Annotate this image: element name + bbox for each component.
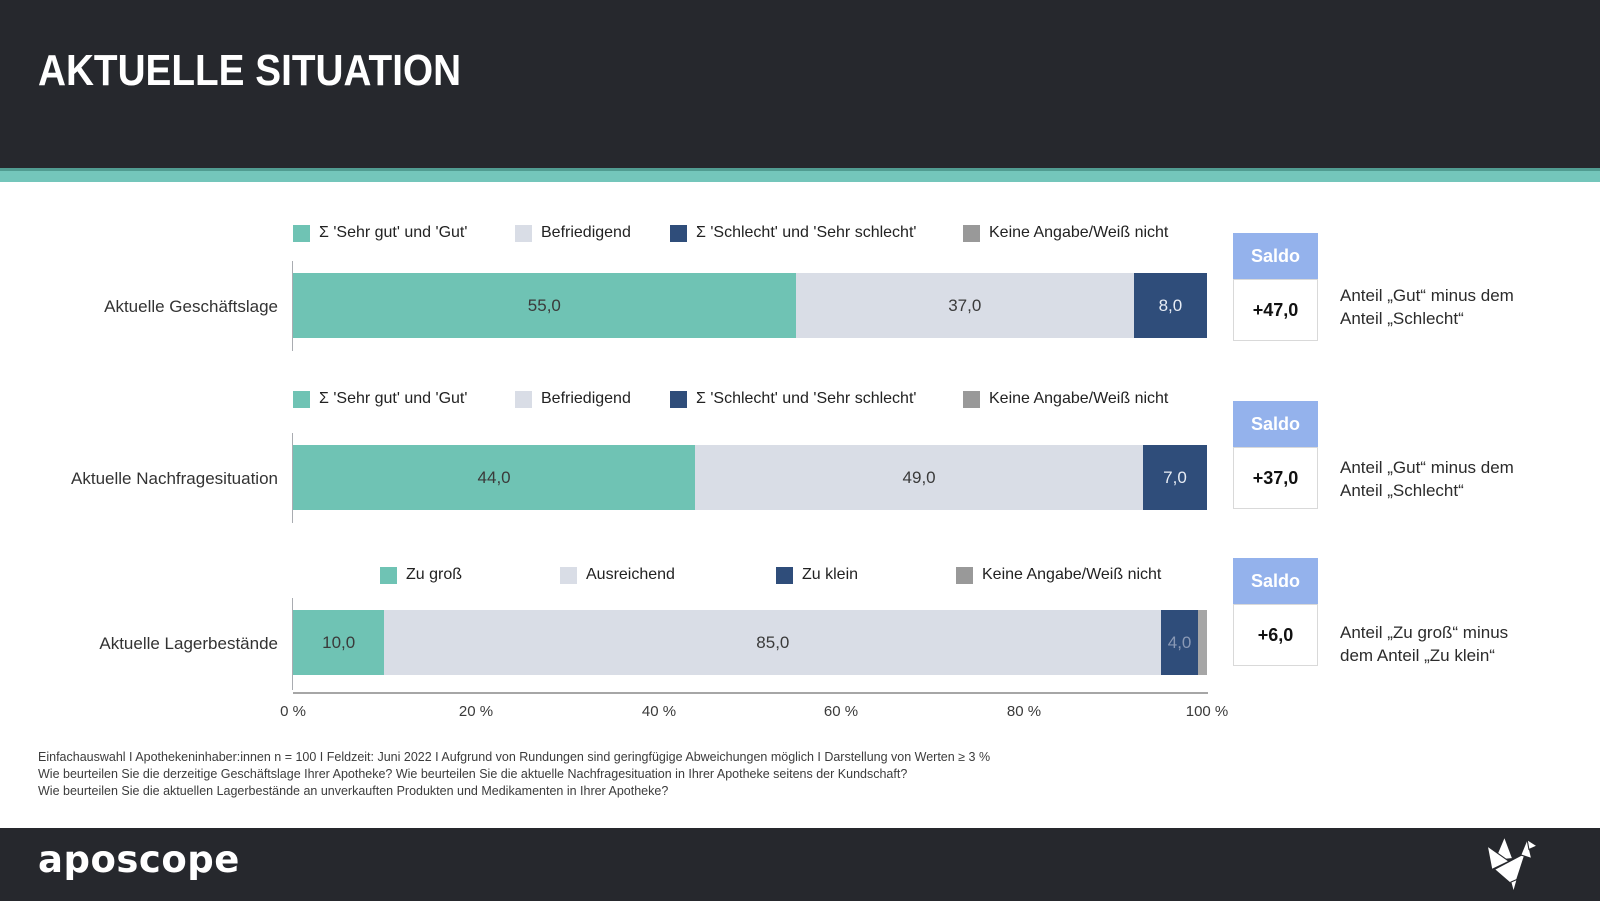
legend-item-schlecht: Σ 'Schlecht' und 'Sehr schlecht'	[670, 390, 916, 408]
legend-item-zu-gross: Zu groß	[380, 566, 462, 584]
saldo-note-line: Anteil „Schlecht“	[1340, 481, 1464, 501]
segment-value: 10,0	[322, 632, 356, 652]
x-axis-tick-20: 20 %	[458, 703, 494, 720]
footnote-question-2: Wie beurteilen Sie die aktuellen Lagerbe…	[38, 784, 669, 798]
bar-segment-no-answer	[1197, 610, 1207, 675]
x-axis-line	[293, 692, 1208, 694]
bar-segment-negative: 8,0	[1133, 273, 1207, 338]
row-label-lagerbestaende: Aktuelle Lagerbestände	[99, 634, 278, 653]
segment-value: 85,0	[756, 632, 790, 652]
stacked-bar-geschaeftslage: 55,0 37,0 8,0	[293, 273, 1207, 338]
footnotes: Einfachauswahl I Apothekeninhaber:innen …	[38, 749, 990, 800]
segment-value: 37,0	[948, 295, 982, 315]
bar-segment-positive: 55,0	[293, 273, 796, 338]
aposcope-logo: aposcope	[38, 838, 240, 881]
legend-item-sehr-gut: Σ 'Sehr gut' und 'Gut'	[293, 390, 467, 408]
saldo-note: Anteil „Gut“ minus dem Anteil „Schlecht“	[1340, 456, 1590, 503]
saldo-note-line: Anteil „Schlecht“	[1340, 309, 1464, 329]
legend-item-ausreichend: Ausreichend	[560, 566, 675, 584]
saldo-header: Saldo	[1233, 233, 1318, 279]
legend-label: Σ 'Sehr gut' und 'Gut'	[319, 390, 468, 407]
x-axis-tick-40: 40 %	[641, 703, 677, 720]
segment-value: 8,0	[1158, 295, 1183, 315]
legend-swatch-negative-icon	[670, 390, 687, 408]
bar-segment-neutral: 49,0	[695, 445, 1144, 510]
segment-value: 7,0	[1163, 467, 1187, 487]
legend-item-keine-angabe: Keine Angabe/Weiß nicht	[963, 224, 1168, 242]
legend-item-keine-angabe: Keine Angabe/Weiß nicht	[963, 390, 1168, 408]
legend-label: Zu klein	[802, 566, 859, 583]
segment-value: 49,0	[902, 467, 936, 487]
footnote-methodology: Einfachauswahl I Apothekeninhaber:innen …	[38, 750, 991, 764]
saldo-value: +6,0	[1233, 604, 1318, 666]
saldo-note-line: Anteil „Gut“ minus dem	[1340, 286, 1514, 305]
legend-item-befriedigend: Befriedigend	[515, 224, 631, 242]
axis-origin-tick	[292, 598, 293, 690]
axis-origin-tick	[292, 433, 293, 523]
saldo-value: +37,0	[1233, 447, 1318, 509]
legend-swatch-no-answer-icon	[956, 566, 973, 584]
saldo-note-line: Anteil „Gut“ minus dem	[1340, 458, 1514, 477]
legend-label: Befriedigend	[541, 390, 631, 407]
segment-value: 4,0	[1167, 632, 1192, 652]
bar-segment-positive: 10,0	[293, 610, 385, 675]
legend-label: Σ 'Schlecht' und 'Sehr schlecht'	[696, 224, 917, 241]
header-bar: AKTUELLE SITUATION	[0, 0, 1600, 168]
x-axis-tick-80: 80 %	[1006, 703, 1042, 720]
origami-crane-icon	[1486, 836, 1538, 893]
bar-segment-neutral: 85,0	[384, 610, 1162, 675]
x-axis-tick-100: 100 %	[1185, 703, 1229, 720]
legend-swatch-positive-icon	[293, 224, 310, 242]
legend-item-keine-angabe: Keine Angabe/Weiß nicht	[956, 566, 1161, 584]
legend-item-sehr-gut: Σ 'Sehr gut' und 'Gut'	[293, 224, 467, 242]
legend-label: Keine Angabe/Weiß nicht	[989, 224, 1169, 241]
legend-label: Zu groß	[406, 566, 463, 583]
footer-bar: aposcope	[0, 828, 1600, 901]
saldo-value: +47,0	[1233, 279, 1318, 341]
legend-item-schlecht: Σ 'Schlecht' und 'Sehr schlecht'	[670, 224, 916, 242]
legend-item-zu-klein: Zu klein	[776, 566, 858, 584]
saldo-note: Anteil „Zu groß“ minus dem Anteil „Zu kl…	[1340, 621, 1590, 668]
x-axis-tick-60: 60 %	[823, 703, 859, 720]
legend-label: Keine Angabe/Weiß nicht	[982, 566, 1162, 583]
saldo-note-line: dem Anteil „Zu klein“	[1340, 646, 1495, 666]
bar-segment-negative: 4,0	[1161, 610, 1198, 675]
page-title: AKTUELLE SITUATION	[38, 46, 462, 95]
bar-segment-negative: 7,0	[1143, 445, 1207, 510]
segment-value: 55,0	[527, 295, 561, 315]
bar-segment-neutral: 37,0	[795, 273, 1134, 338]
footnote-question-1: Wie beurteilen Sie die derzeitige Geschä…	[38, 767, 908, 781]
legend-item-befriedigend: Befriedigend	[515, 390, 631, 408]
legend-swatch-neutral-icon	[515, 224, 532, 242]
stacked-bar-lagerbestaende: 10,0 85,0 4,0	[293, 610, 1207, 675]
saldo-note-line: Anteil „Zu groß“ minus	[1340, 623, 1509, 642]
segment-value: 44,0	[477, 467, 511, 487]
saldo-header: Saldo	[1233, 401, 1318, 447]
stacked-bar-nachfragesituation: 44,0 49,0 7,0	[293, 445, 1207, 510]
saldo-note: Anteil „Gut“ minus dem Anteil „Schlecht“	[1340, 284, 1590, 331]
legend-swatch-positive-icon	[293, 390, 310, 408]
legend-swatch-no-answer-icon	[963, 390, 980, 408]
legend-label: Ausreichend	[586, 566, 675, 583]
legend-label: Σ 'Sehr gut' und 'Gut'	[319, 224, 468, 241]
legend-label: Keine Angabe/Weiß nicht	[989, 390, 1169, 407]
axis-origin-tick	[292, 261, 293, 351]
legend-swatch-negative-icon	[776, 566, 793, 584]
legend-swatch-neutral-icon	[515, 390, 532, 408]
legend-swatch-positive-icon	[380, 566, 397, 584]
legend-label: Befriedigend	[541, 224, 631, 241]
legend-swatch-neutral-icon	[560, 566, 577, 584]
legend-label: Σ 'Schlecht' und 'Sehr schlecht'	[696, 390, 917, 407]
bar-segment-positive: 44,0	[293, 445, 696, 510]
saldo-header: Saldo	[1233, 558, 1318, 604]
legend-swatch-no-answer-icon	[963, 224, 980, 242]
x-axis-tick-0: 0 %	[280, 703, 306, 720]
accent-stripe	[0, 168, 1600, 182]
row-label-geschaeftslage: Aktuelle Geschäftslage	[104, 297, 278, 316]
row-label-nachfragesituation: Aktuelle Nachfragesituation	[71, 469, 278, 488]
legend-swatch-negative-icon	[670, 224, 687, 242]
